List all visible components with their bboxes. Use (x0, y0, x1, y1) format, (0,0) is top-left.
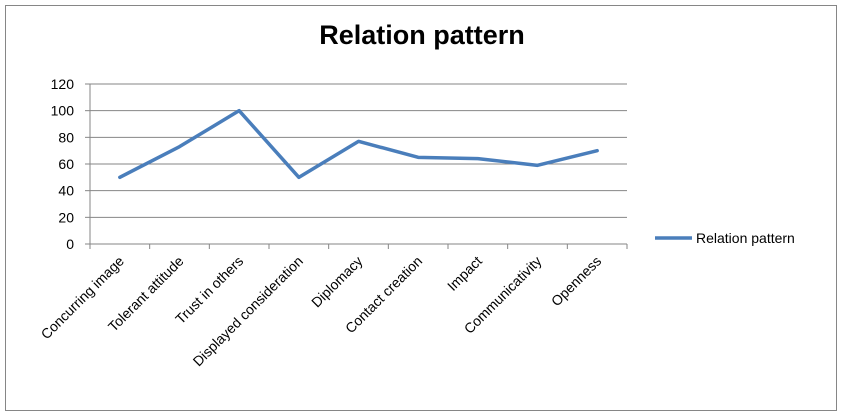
y-tick-label: 120 (51, 76, 75, 92)
legend-label: Relation pattern (696, 230, 795, 246)
x-tick-label: Diplomacy (308, 253, 366, 311)
y-tick-label: 100 (51, 103, 75, 119)
y-tick-label: 20 (58, 209, 74, 225)
chart-frame (5, 5, 837, 411)
y-tick-label: 80 (58, 129, 74, 145)
x-tick-label: Displayed consideration (190, 253, 306, 369)
chart-title: Relation pattern (319, 20, 525, 50)
x-tick-label: Openness (548, 253, 604, 309)
series-line (118, 108, 599, 180)
y-tick-label: 40 (58, 183, 74, 199)
y-tick-label: 0 (66, 236, 74, 252)
y-tick-label: 60 (58, 156, 74, 172)
x-tick-label: Impact (444, 253, 485, 294)
